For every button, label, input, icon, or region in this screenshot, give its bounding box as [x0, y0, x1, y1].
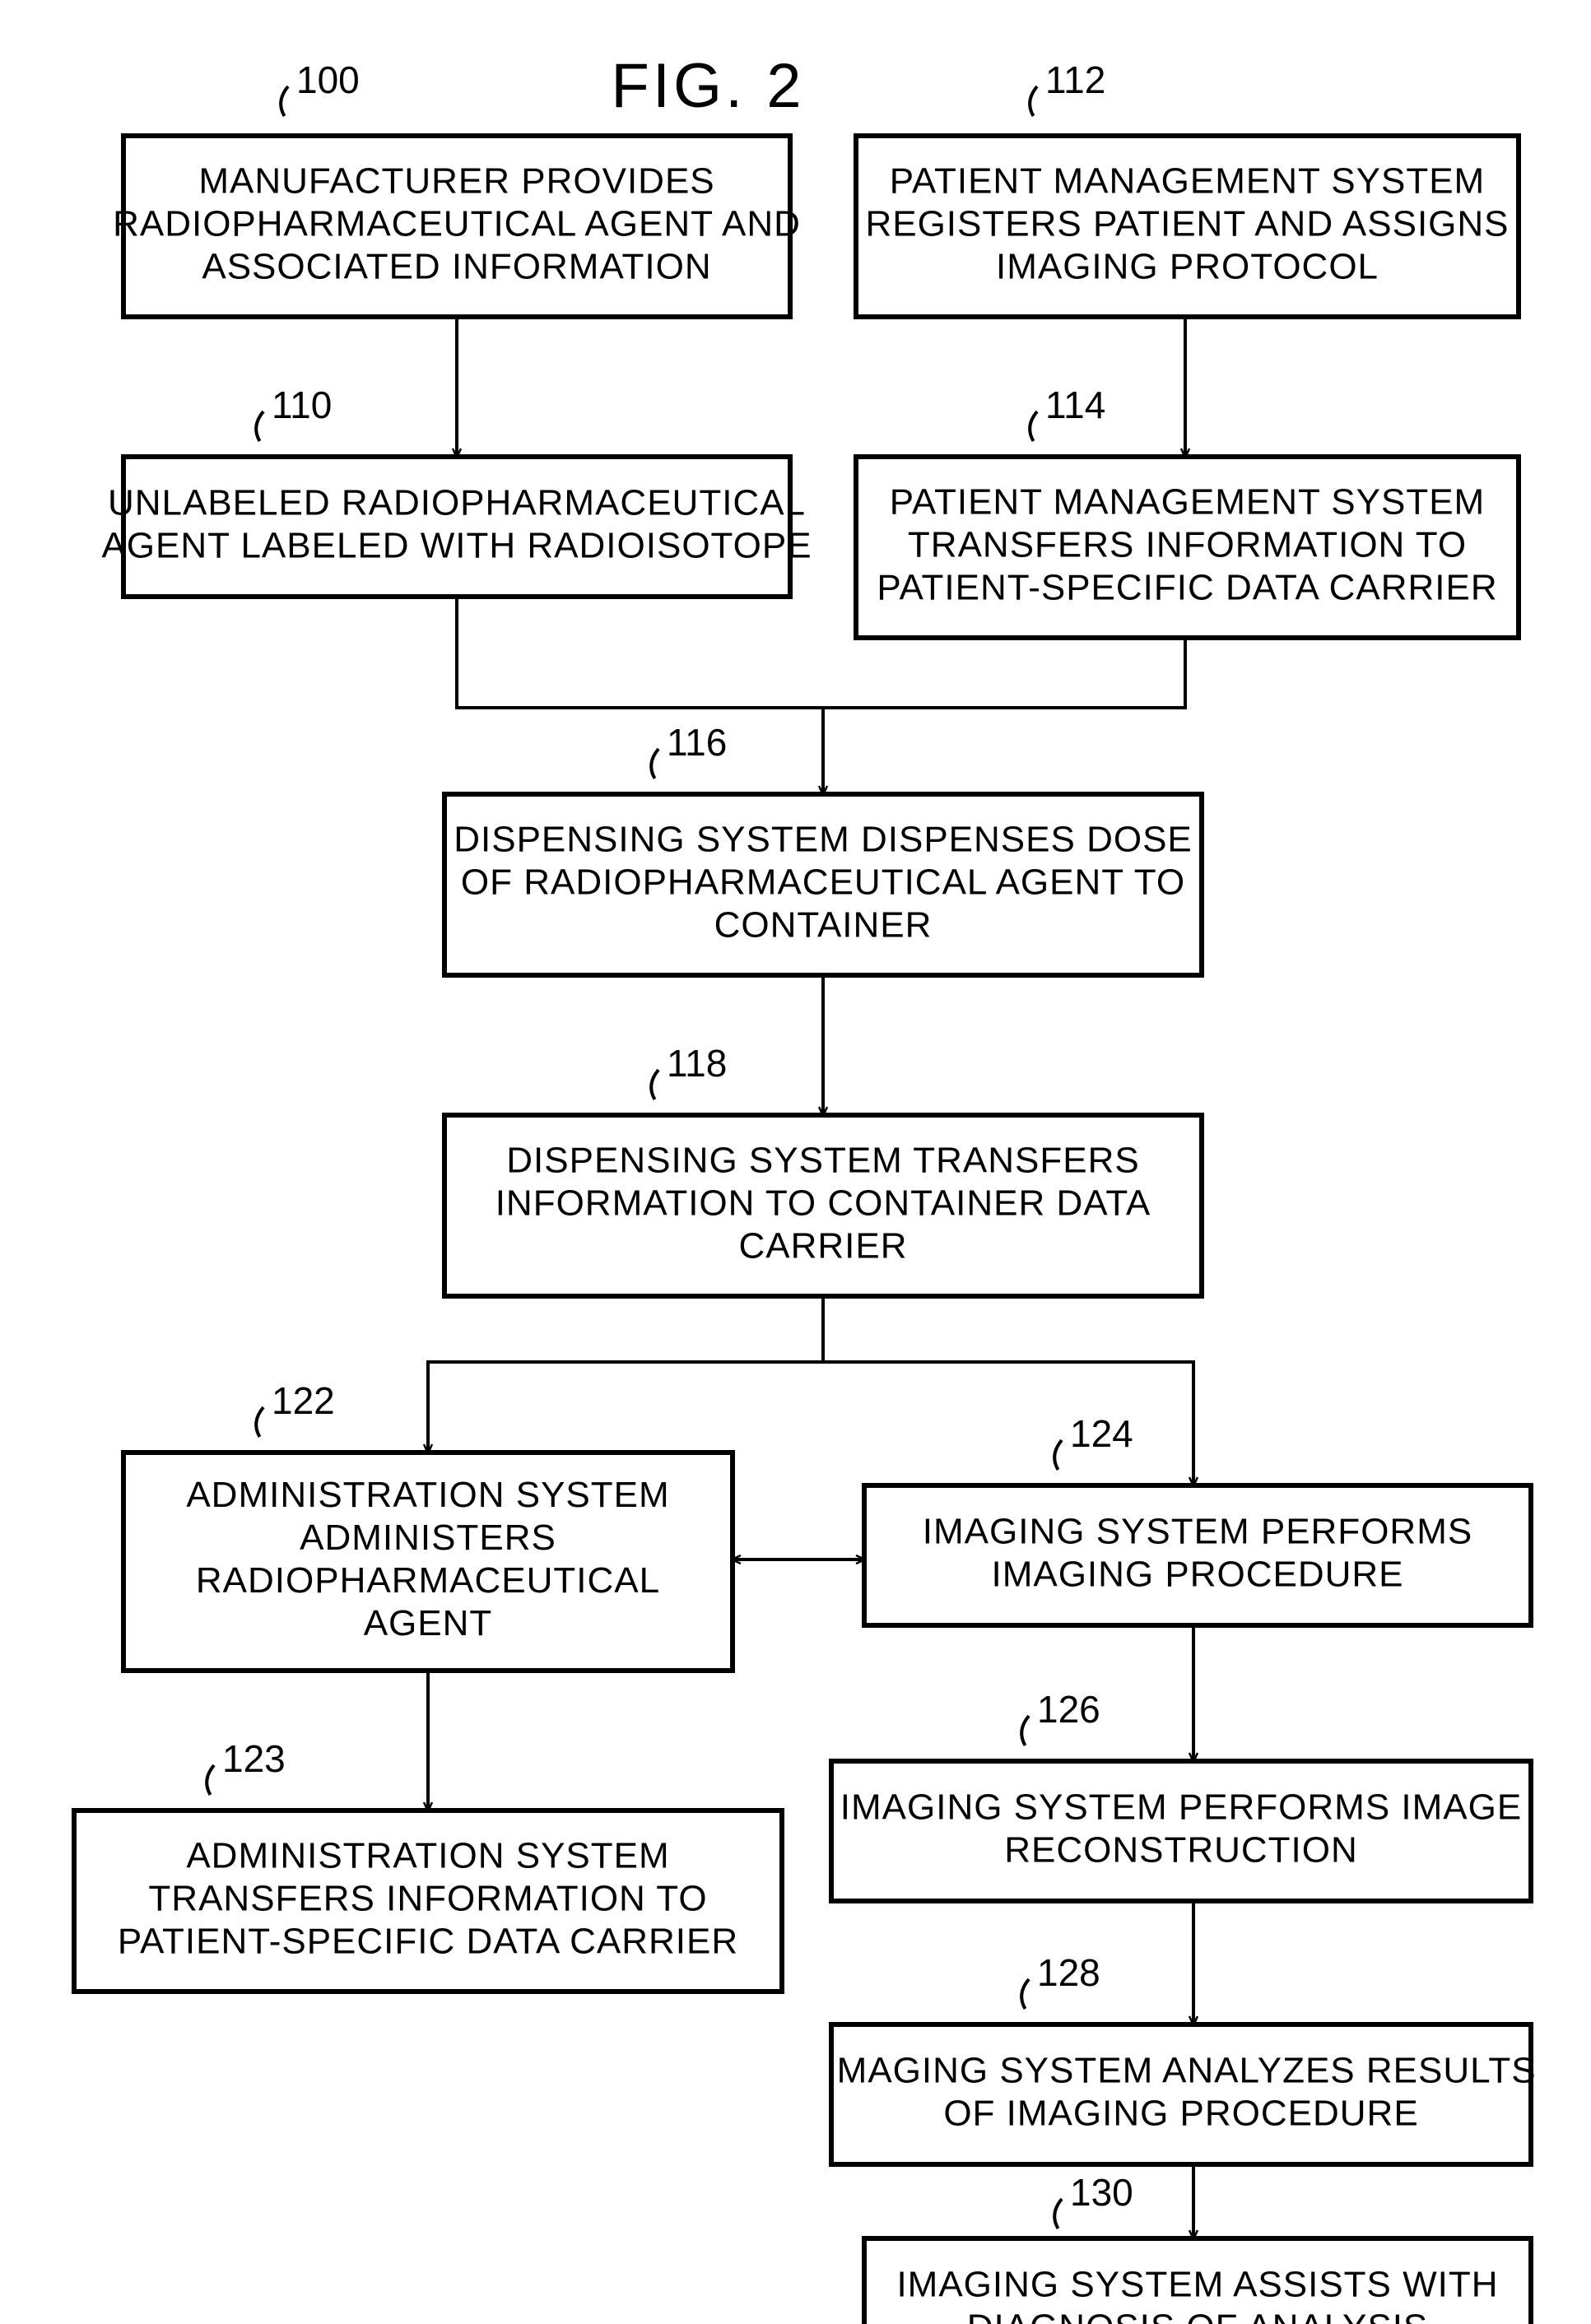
ref-label-126: 126 [1037, 1688, 1100, 1731]
node-124-line-1: IMAGING PROCEDURE [991, 1555, 1403, 1595]
ref-label-114: 114 [1045, 383, 1105, 426]
node-112-line-2: IMAGING PROTOCOL [996, 247, 1379, 287]
node-122-line-1: ADMINISTERS [300, 1518, 556, 1558]
node-124-line-0: IMAGING SYSTEM PERFORMS [923, 1512, 1472, 1552]
ref-label-123: 123 [222, 1737, 286, 1780]
node-110-line-0: UNLABELED RADIOPHARMACEUTICAL [108, 483, 806, 523]
ref-label-128: 128 [1037, 1951, 1100, 1994]
node-122-line-0: ADMINISTRATION SYSTEM [186, 1475, 669, 1515]
node-128-line-0: IMAGING SYSTEM ANALYZES RESULTS [826, 2051, 1536, 2091]
ref-label-118: 118 [667, 1042, 727, 1085]
node-100-line-1: RADIOPHARMACEUTICAL AGENT AND [113, 204, 801, 244]
node-126-line-1: RECONSTRUCTION [1004, 1830, 1358, 1871]
node-112-line-0: PATIENT MANAGEMENT SYSTEM [890, 161, 1485, 202]
node-114-line-0: PATIENT MANAGEMENT SYSTEM [890, 482, 1485, 523]
node-123-line-0: ADMINISTRATION SYSTEM [186, 1836, 669, 1876]
ref-label-122: 122 [272, 1379, 335, 1422]
node-114-line-1: TRANSFERS INFORMATION TO [908, 525, 1467, 565]
ref-label-100: 100 [296, 58, 360, 101]
ref-label-112: 112 [1045, 58, 1105, 101]
node-123-line-1: TRANSFERS INFORMATION TO [148, 1879, 707, 1919]
node-123-line-2: PATIENT-SPECIFIC DATA CARRIER [118, 1922, 738, 1962]
node-116-line-2: CONTAINER [714, 905, 933, 946]
flowchart-diagram: MANUFACTURER PROVIDESRADIOPHARMACEUTICAL… [0, 0, 1591, 2324]
node-118-line-0: DISPENSING SYSTEM TRANSFERS [506, 1141, 1139, 1181]
ref-label-130: 130 [1070, 2171, 1133, 2214]
node-114-line-2: PATIENT-SPECIFIC DATA CARRIER [877, 568, 1497, 608]
node-128-line-1: OF IMAGING PROCEDURE [943, 2094, 1418, 2134]
node-126-line-0: IMAGING SYSTEM PERFORMS IMAGE [840, 1787, 1522, 1828]
node-122-line-3: AGENT [364, 1603, 493, 1643]
node-116-line-1: OF RADIOPHARMACEUTICAL AGENT TO [461, 862, 1185, 903]
node-130-line-0: IMAGING SYSTEM ASSISTS WITH [896, 2265, 1498, 2305]
node-110-line-1: AGENT LABELED WITH RADIOISOTOPE [101, 526, 812, 566]
node-116-line-0: DISPENSING SYSTEM DISPENSES DOSE [454, 820, 1193, 860]
node-100-line-2: ASSOCIATED INFORMATION [202, 247, 711, 287]
ref-label-116: 116 [667, 721, 727, 764]
node-118-line-1: INFORMATION TO CONTAINER DATA [495, 1183, 1151, 1224]
node-130-line-1: DIAGNOSIS OF ANALYSIS [967, 2308, 1429, 2324]
node-100-line-0: MANUFACTURER PROVIDES [198, 161, 714, 202]
node-122-line-2: RADIOPHARMACEUTICAL [196, 1560, 660, 1601]
figure-title: FIG. 2 [611, 51, 804, 121]
ref-label-124: 124 [1070, 1412, 1133, 1455]
ref-label-110: 110 [272, 383, 332, 426]
node-118-line-2: CARRIER [738, 1226, 907, 1267]
node-112-line-1: REGISTERS PATIENT AND ASSIGNS [865, 204, 1509, 244]
